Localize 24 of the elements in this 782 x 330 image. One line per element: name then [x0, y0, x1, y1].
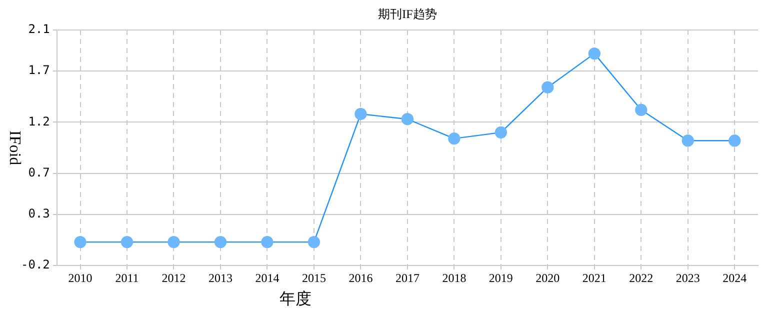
x-tick-label: 2012 [162, 270, 186, 285]
x-tick-label: 2011 [115, 270, 139, 285]
x-tick-label: 2016 [348, 270, 373, 285]
x-tick-label: 2015 [302, 270, 326, 285]
x-tick-label: 2020 [536, 270, 560, 285]
x-tick-label: 2022 [629, 270, 654, 285]
x-tick-label: 2013 [208, 270, 232, 285]
x-tick-label: 2018 [442, 270, 466, 285]
y-axis-title: IFoid [6, 130, 23, 166]
x-tick-label: 2023 [676, 270, 700, 285]
x-tick-label: 2019 [488, 270, 513, 285]
y-tick-label: 2.1 [28, 22, 50, 36]
y-tick-label: 0.7 [28, 166, 50, 180]
y-tick-label: 1.2 [28, 114, 50, 128]
y-tick-label: -0.2 [20, 258, 50, 272]
y-tick-label: 0.3 [28, 206, 50, 221]
chart-title: 期刊IF趋势 [378, 7, 437, 22]
x-tick-label: 2014 [255, 270, 280, 285]
x-tick-label: 2024 [722, 270, 747, 285]
y-tick-label: 1.7 [28, 63, 50, 78]
x-tick-label: 2021 [582, 270, 606, 285]
x-tick-label: 2010 [68, 270, 92, 285]
x-axis-title: 年度 [279, 290, 312, 308]
x-tick-label: 2017 [395, 270, 420, 285]
